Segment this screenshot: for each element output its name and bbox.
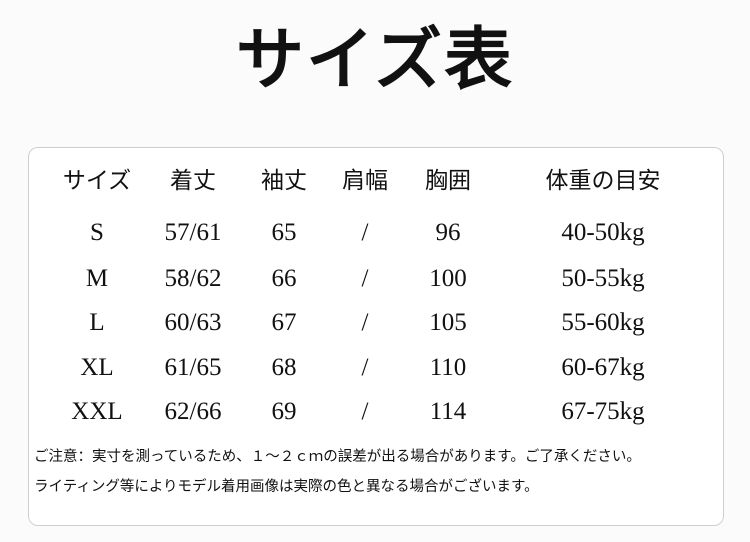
table-cell: 50-55kg — [561, 265, 645, 292]
table-cell: 40-50kg — [561, 219, 645, 246]
table-cell: XXL — [71, 398, 123, 425]
table-cell: 114 — [429, 398, 467, 425]
table-header: サイズ 着丈 袖丈 肩幅 胸囲 体重の目安 — [0, 163, 750, 199]
table-cell: 69 — [271, 398, 297, 425]
table-cell: 55-60kg — [561, 309, 645, 336]
table-row: S 57/61 65 / 96 40-50kg — [0, 215, 750, 251]
table-cell: XL — [80, 354, 114, 381]
table-cell: L — [89, 309, 105, 336]
table-cell: 67 — [271, 309, 297, 336]
column-header: 着丈 — [170, 168, 216, 194]
column-header: サイズ — [62, 168, 132, 194]
table-row: M 58/62 66 / 100 50-55kg — [0, 261, 750, 297]
column-header: 袖丈 — [261, 168, 307, 194]
table-cell: 96 — [435, 219, 461, 246]
column-header: 体重の目安 — [545, 168, 661, 194]
table-cell: 61/65 — [164, 354, 222, 381]
table-cell: 62/66 — [164, 398, 222, 425]
table-cell: / — [361, 354, 369, 381]
table-cell: S — [90, 219, 104, 246]
table-cell: 60-67kg — [561, 354, 645, 381]
table-row: L 60/63 67 / 105 55-60kg — [0, 305, 750, 341]
table-cell: 58/62 — [164, 265, 222, 292]
table-cell: / — [361, 219, 369, 246]
page-title: サイズ表 — [236, 20, 514, 100]
table-cell: 110 — [429, 354, 467, 381]
table-row: XXL 62/66 69 / 114 67-75kg — [0, 394, 750, 430]
table-cell: 105 — [429, 309, 467, 336]
note-line-1: ご注意：実寸を測っているため、１～２ｃｍの誤差が出る場合があります。ご了承くださ… — [34, 449, 641, 465]
table-cell: 66 — [271, 265, 297, 292]
size-table-panel — [28, 147, 724, 526]
table-cell: 68 — [271, 354, 297, 381]
column-header: 肩幅 — [342, 168, 388, 194]
table-cell: 60/63 — [164, 309, 222, 336]
note-line-2: ライティング等によりモデル着用画像は実際の色と異なる場合がございます。 — [34, 479, 539, 495]
table-cell: / — [361, 265, 369, 292]
table-cell: M — [85, 265, 109, 292]
table-cell: 65 — [271, 219, 297, 246]
table-cell: / — [361, 398, 369, 425]
table-cell: / — [361, 309, 369, 336]
table-cell: 57/61 — [164, 219, 222, 246]
table-row: XL 61/65 68 / 110 60-67kg — [0, 350, 750, 386]
table-cell: 100 — [429, 265, 467, 292]
column-header: 胸囲 — [425, 168, 471, 194]
table-cell: 67-75kg — [561, 398, 645, 425]
